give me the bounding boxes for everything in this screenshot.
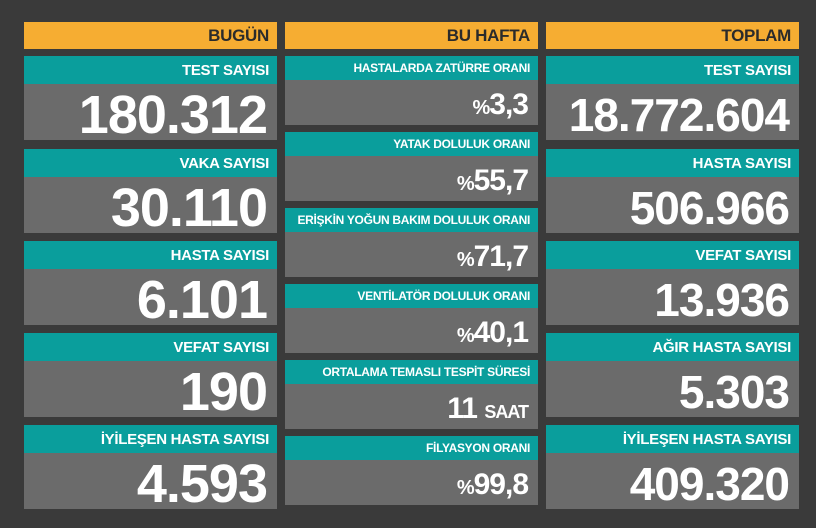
today-recovered-card: İYİLEŞEN HASTA SAYISI 4.593 <box>24 425 277 514</box>
percent-sign: % <box>456 477 475 499</box>
week-pneumonia-card: HASTALARDA ZATÜRRE ORANI %3,3 <box>285 56 538 125</box>
card-value: %55,7 <box>285 156 538 201</box>
today-column: BUGÜN TEST SAYISI 180.312 VAKA SAYISI 30.1… <box>24 22 277 514</box>
card-label: VEFAT SAYISI <box>24 333 277 361</box>
percent-sign: % <box>456 173 475 195</box>
card-value: 4.593 <box>24 453 277 514</box>
today-case-card: VAKA SAYISI 30.110 <box>24 149 277 238</box>
percent-sign: % <box>456 325 475 347</box>
card-value: 5.303 <box>546 361 799 418</box>
value-number: 55,7 <box>473 164 529 197</box>
card-value: 190 <box>24 361 277 422</box>
value-number: 71,7 <box>473 240 529 273</box>
week-contact-time-card: ORTALAMA TEMASLI TESPİT SÜRESİ 11 SAAT <box>285 360 538 429</box>
card-value: 30.110 <box>24 177 277 238</box>
card-label: FİLYASYON ORANI <box>285 436 538 460</box>
card-label: VENTİLATÖR DOLULUK ORANI <box>285 284 538 308</box>
card-value: 180.312 <box>24 84 277 145</box>
today-header: BUGÜN <box>24 22 277 49</box>
percent-sign: % <box>456 249 475 271</box>
week-bed-card: YATAK DOLULUK ORANI %55,7 <box>285 132 538 201</box>
card-label: İYİLEŞEN HASTA SAYISI <box>546 425 799 453</box>
total-test-card: TEST SAYISI 18.772.604 <box>546 56 799 141</box>
card-label: HASTA SAYISI <box>546 149 799 177</box>
total-critical-card: AĞIR HASTA SAYISI 5.303 <box>546 333 799 418</box>
week-header: BU HAFTA <box>285 22 538 49</box>
week-icu-card: ERİŞKİN YOĞUN BAKIM DOLULUK ORANI %71,7 <box>285 208 538 277</box>
today-death-card: VEFAT SAYISI 190 <box>24 333 277 422</box>
percent-sign: % <box>472 97 490 119</box>
total-column: TOPLAM TEST SAYISI 18.772.604 HASTA SAYIS… <box>546 22 799 510</box>
card-value: 11 SAAT <box>285 384 538 429</box>
today-patient-card: HASTA SAYISI 6.101 <box>24 241 277 330</box>
card-value: 506.966 <box>546 177 799 234</box>
card-label: YATAK DOLULUK ORANI <box>285 132 538 156</box>
card-value: %99,8 <box>285 460 538 505</box>
unit-label: SAAT <box>484 402 529 422</box>
week-column: BU HAFTA HASTALARDA ZATÜRRE ORANI %3,3 YA… <box>285 22 538 505</box>
value-number: 40,1 <box>473 316 529 349</box>
week-filiation-card: FİLYASYON ORANI %99,8 <box>285 436 538 505</box>
week-ventilator-card: VENTİLATÖR DOLULUK ORANI %40,1 <box>285 284 538 353</box>
card-value: %71,7 <box>285 232 538 277</box>
card-value: 13.936 <box>546 269 799 326</box>
card-label: HASTA SAYISI <box>24 241 277 269</box>
card-value: %40,1 <box>285 308 538 353</box>
value-number: 11 <box>447 392 478 425</box>
total-death-card: VEFAT SAYISI 13.936 <box>546 241 799 326</box>
card-label: AĞIR HASTA SAYISI <box>546 333 799 361</box>
card-label: TEST SAYISI <box>24 56 277 84</box>
card-value: %3,3 <box>285 80 538 125</box>
card-value: 409.320 <box>546 453 799 510</box>
card-label: İYİLEŞEN HASTA SAYISI <box>24 425 277 453</box>
total-header: TOPLAM <box>546 22 799 49</box>
total-recovered-card: İYİLEŞEN HASTA SAYISI 409.320 <box>546 425 799 510</box>
total-patient-card: HASTA SAYISI 506.966 <box>546 149 799 234</box>
card-label: TEST SAYISI <box>546 56 799 84</box>
card-label: HASTALARDA ZATÜRRE ORANI <box>285 56 538 80</box>
card-label: ORTALAMA TEMASLI TESPİT SÜRESİ <box>285 360 538 384</box>
card-value: 6.101 <box>24 269 277 330</box>
value-number: 3,3 <box>489 88 529 121</box>
card-value: 18.772.604 <box>546 84 799 141</box>
today-test-card: TEST SAYISI 180.312 <box>24 56 277 145</box>
card-label: VEFAT SAYISI <box>546 241 799 269</box>
value-number: 99,8 <box>473 468 529 501</box>
card-label: ERİŞKİN YOĞUN BAKIM DOLULUK ORANI <box>285 208 538 232</box>
card-label: VAKA SAYISI <box>24 149 277 177</box>
